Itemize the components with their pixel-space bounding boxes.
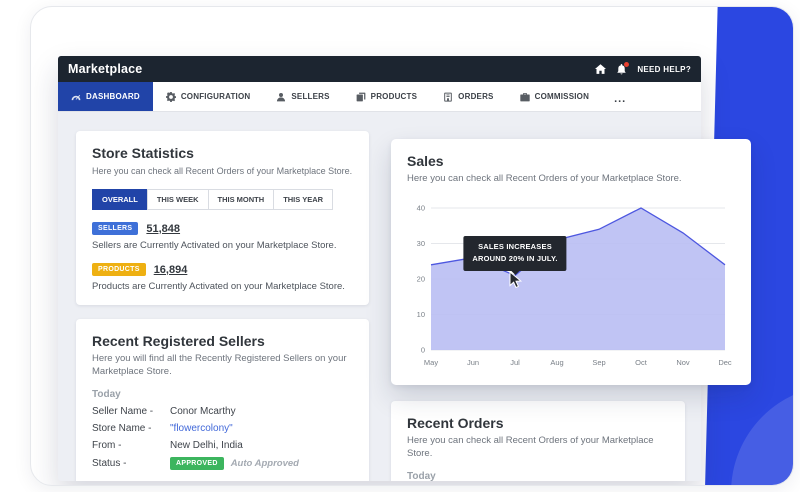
products-badge: PRODUCTS: [92, 263, 146, 277]
store-statistics-title: Store Statistics: [92, 145, 194, 161]
tab-sellers[interactable]: SELLERS: [263, 82, 342, 111]
main-nav: DASHBOARD CONFIGURATION SELLERS PRODUCTS…: [58, 82, 701, 112]
recent-sellers-subtitle: Here you will find all the Recently Regi…: [92, 353, 347, 377]
auto-approved-text: Auto Approved: [230, 457, 299, 469]
svg-text:Oct: Oct: [635, 358, 648, 367]
svg-text:Sep: Sep: [592, 358, 605, 367]
recent-orders-title: Recent Orders: [407, 415, 504, 431]
svg-text:Jul: Jul: [510, 358, 520, 367]
nav-more-button[interactable]: ...: [614, 93, 627, 105]
store-name-row: Store Name - "flowercolony": [92, 423, 353, 434]
from-value: New Delhi, India: [170, 439, 243, 451]
svg-text:Nov: Nov: [676, 358, 690, 367]
seller-name-value: Conor Mcarthy: [170, 405, 236, 417]
sales-title: Sales: [407, 153, 444, 169]
recent-sellers-title: Recent Registered Sellers: [92, 333, 265, 349]
sellers-stat-text: Sellers are Currently Activated on your …: [92, 240, 337, 252]
mouse-cursor: [509, 270, 522, 288]
store-name-link[interactable]: "flowercolony": [170, 422, 233, 434]
home-icon[interactable]: [595, 64, 607, 74]
stats-filter-group: OVERALL THIS WEEK THIS MONTH THIS YEAR: [92, 189, 353, 211]
recent-orders-subtitle: Here you can check all Recent Orders of …: [407, 435, 654, 459]
svg-text:10: 10: [417, 310, 425, 319]
tab-commission[interactable]: COMMISSION: [507, 82, 602, 111]
sellers-stat-line: SELLERS 51,848: [92, 222, 353, 236]
tab-products[interactable]: PRODUCTS: [343, 82, 431, 111]
need-help-link[interactable]: NEED HELP?: [637, 64, 691, 74]
notifications-bell-icon[interactable]: [617, 61, 630, 75]
svg-text:30: 30: [417, 239, 425, 248]
svg-text:May: May: [424, 358, 438, 367]
tooltip-line-2: AROUND 20% IN JULY.: [472, 254, 558, 264]
building-icon: [444, 92, 452, 102]
row-label: Store Name -: [92, 422, 152, 434]
app-title: Marketplace: [68, 62, 143, 76]
recent-registered-sellers-card: Recent Registered Sellers Here you will …: [76, 319, 369, 481]
approved-status-badge: APPROVED: [170, 456, 224, 470]
tooltip-line-1: SALES INCREASES: [478, 241, 552, 251]
group-label-today: Today: [92, 388, 121, 400]
tab-dashboard[interactable]: DASHBOARD: [58, 82, 153, 111]
sales-chart-area: 0 10 20 30 40 May Jun Jul Aug Sep Oct Nov Dec SALES …: [407, 202, 735, 372]
seller-name-row: Seller Name - Conor Mcarthy: [92, 406, 353, 417]
filter-this-month[interactable]: THIS MONTH: [207, 189, 275, 211]
sales-subtitle: Here you can check all Recent Orders of …: [407, 173, 682, 184]
recent-orders-card: Recent Orders Here you can check all Rec…: [391, 401, 685, 481]
filter-this-year[interactable]: THIS YEAR: [273, 189, 334, 211]
tab-label: CONFIGURATION: [180, 92, 251, 101]
row-label: Seller Name -: [92, 405, 154, 417]
products-count[interactable]: 16,894: [153, 263, 188, 276]
sellers-badge: SELLERS: [92, 222, 139, 236]
row-label: Status -: [92, 457, 127, 469]
svg-text:Jun: Jun: [467, 358, 479, 367]
tab-label: DASHBOARD: [86, 92, 140, 101]
gear-icon: [165, 91, 176, 102]
person-icon: [277, 92, 286, 101]
store-statistics-subtitle: Here you can check all Recent Orders of …: [92, 166, 353, 176]
svg-text:Dec: Dec: [718, 358, 732, 367]
products-stat-line: PRODUCTS 16,894: [92, 263, 353, 277]
sales-area-chart: 0 10 20 30 40 May Jun Jul Aug Sep Oct Nov Dec: [417, 203, 732, 367]
tab-label: SELLERS: [291, 92, 330, 101]
tab-label: PRODUCTS: [370, 92, 418, 101]
topbar-actions: NEED HELP?: [595, 61, 691, 75]
top-navbar: Marketplace NEED HELP?: [58, 56, 701, 82]
tab-orders[interactable]: ORDERS: [430, 82, 506, 111]
briefcase-icon: [519, 92, 530, 101]
svg-text:40: 40: [417, 203, 425, 212]
tab-label: COMMISSION: [534, 92, 590, 101]
svg-text:0: 0: [421, 345, 425, 354]
row-label: From -: [92, 439, 122, 451]
status-row: Status - APPROVED Auto Approved: [92, 456, 353, 470]
filter-overall[interactable]: OVERALL: [92, 189, 148, 211]
orders-group-label-today: Today: [407, 470, 436, 481]
tab-label: ORDERS: [458, 92, 494, 101]
pages-icon: [356, 92, 366, 101]
products-stat-text: Products are Currently Activated on your…: [92, 281, 345, 293]
canvas-frame: Marketplace NEED HELP? DASHBOARD CONFIGU…: [30, 6, 794, 486]
svg-text:Aug: Aug: [550, 358, 563, 367]
chart-tooltip: SALES INCREASES AROUND 20% IN JULY.: [463, 235, 567, 275]
store-statistics-card: Store Statistics Here you can check all …: [76, 131, 369, 305]
sales-card: Sales Here you can check all Recent Orde…: [391, 139, 751, 385]
svg-text:20: 20: [417, 274, 425, 283]
filter-this-week[interactable]: THIS WEEK: [146, 189, 209, 211]
dashboard-gauge-icon: [71, 94, 81, 100]
sellers-count[interactable]: 51,848: [146, 222, 181, 235]
notification-dot: [624, 61, 630, 67]
from-row: From - New Delhi, India: [92, 440, 353, 451]
tab-configuration[interactable]: CONFIGURATION: [153, 82, 264, 111]
